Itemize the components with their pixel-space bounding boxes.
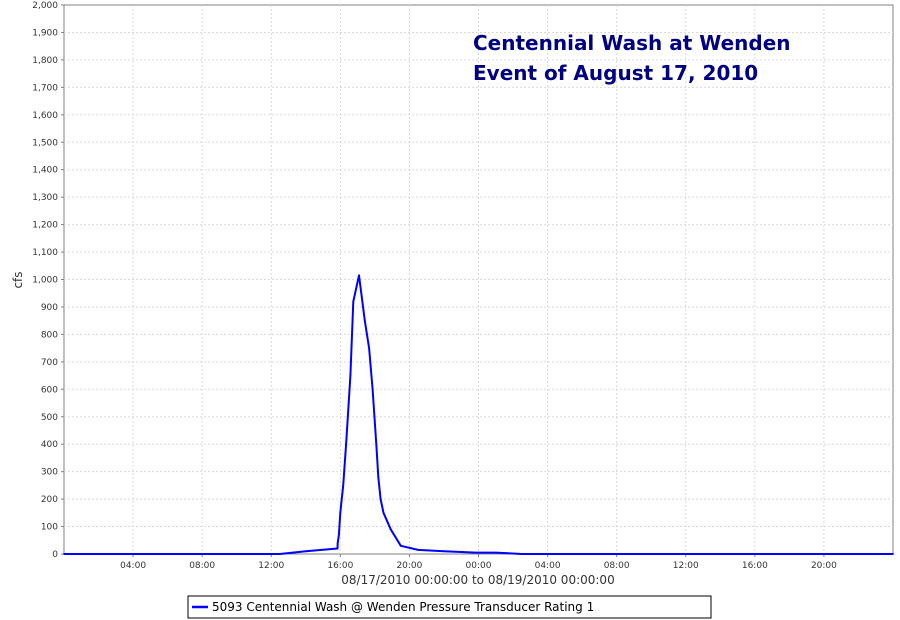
data-point — [377, 476, 380, 478]
data-point — [382, 511, 385, 514]
x-tick-label: 04:00 — [535, 561, 561, 571]
x-tick-label: 16:00 — [742, 561, 768, 571]
y-tick-label: 1,600 — [32, 111, 58, 121]
data-point — [349, 374, 352, 377]
y-tick-label: 500 — [41, 413, 58, 423]
y-axis-ticks: 0 100 200 300 400 500 600 700 800 900 1,000 1,100 1,… — [32, 1, 64, 560]
y-tick-label: 1,900 — [32, 28, 58, 38]
y-tick-label: 700 — [41, 358, 58, 368]
x-tick-label: 00:00 — [466, 561, 492, 571]
y-tick-label: 1,500 — [32, 138, 58, 148]
x-tick-label: 04:00 — [120, 561, 146, 571]
y-tick-label: 1,700 — [32, 83, 58, 93]
legend-box — [187, 595, 712, 619]
data-point — [375, 443, 378, 446]
data-point — [352, 300, 355, 303]
x-tick-label: 16:00 — [327, 561, 353, 571]
data-point — [892, 553, 894, 555]
legend: 5093 Centennial Wash @ Wenden Pressure T… — [187, 595, 712, 619]
data-point — [339, 511, 342, 514]
data-point — [389, 528, 392, 531]
data-point — [336, 542, 339, 544]
y-axis-label: cfs — [11, 271, 25, 288]
y-tick-label: 1,000 — [32, 276, 58, 286]
y-tick-label: 800 — [41, 330, 58, 340]
data-point — [368, 347, 370, 349]
grid-lines — [64, 5, 893, 554]
data-point — [279, 553, 281, 555]
y-tick-label: 300 — [41, 468, 58, 478]
data-point — [520, 553, 523, 555]
data-point — [63, 553, 65, 555]
x-tick-label: 12:00 — [258, 561, 284, 571]
data-point — [417, 549, 419, 551]
y-tick-label: 400 — [41, 440, 58, 450]
x-tick-label: 08:00 — [189, 561, 215, 571]
data-point — [443, 550, 445, 553]
data-point — [345, 443, 347, 446]
y-tick-label: 200 — [41, 495, 58, 505]
data-point — [371, 388, 374, 391]
y-tick-label: 1,300 — [32, 193, 58, 203]
y-tick-label: 1,100 — [32, 248, 58, 258]
y-tick-label: 900 — [41, 303, 58, 313]
chart-title-line-1: Centennial Wash at Wenden — [473, 31, 791, 55]
x-tick-label: 20:00 — [396, 561, 422, 571]
data-point — [494, 551, 497, 554]
y-tick-label: 0 — [52, 550, 58, 560]
y-tick-label: 2,000 — [32, 1, 58, 11]
data-point — [338, 533, 340, 536]
y-tick-label: 100 — [41, 523, 58, 533]
x-tick-label: 08:00 — [604, 561, 630, 571]
data-point — [379, 498, 382, 500]
data-point — [304, 550, 307, 553]
data-point — [474, 551, 477, 554]
y-tick-label: 600 — [41, 385, 58, 395]
y-tick-label: 1,400 — [32, 166, 58, 176]
x-axis-label: 08/17/2010 00:00:00 to 08/19/2010 00:00:… — [341, 573, 614, 587]
data-point — [358, 274, 360, 277]
data-point — [363, 319, 366, 322]
data-point — [342, 484, 345, 487]
legend-series-label: 5093 Centennial Wash @ Wenden Pressure T… — [212, 600, 594, 614]
data-point — [399, 544, 402, 547]
series-layer — [63, 274, 894, 555]
x-axis-ticks: 04:00 08:00 12:00 16:00 20:00 00:00 04:00 08:00… — [120, 554, 837, 571]
y-tick-label: 1,200 — [32, 221, 58, 231]
x-tick-label: 12:00 — [673, 561, 699, 571]
x-tick-label: 20:00 — [811, 561, 837, 571]
data-point — [336, 547, 339, 550]
y-tick-label: 1,800 — [32, 56, 58, 66]
chart-title-line-2: Event of August 17, 2010 — [473, 61, 758, 85]
